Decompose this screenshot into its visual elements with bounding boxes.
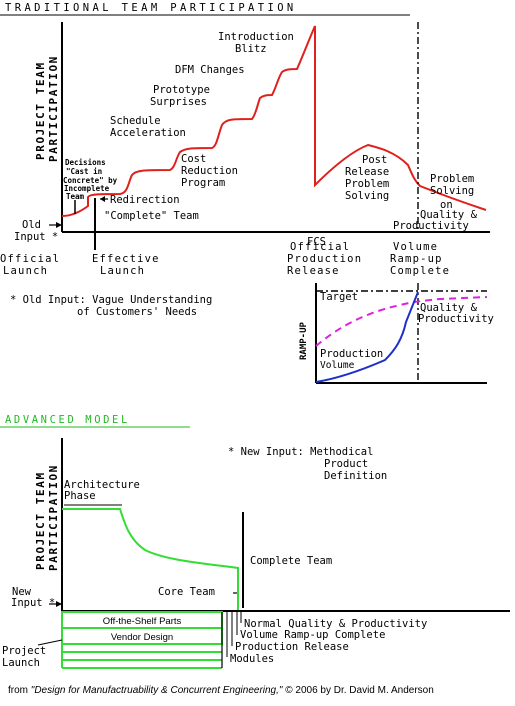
label-new-input-2: Input * [11, 597, 55, 609]
label-redirection: Redirection [110, 194, 180, 206]
label-decisions-2: "Cast in [66, 167, 102, 176]
label-release: Release [345, 166, 389, 178]
label-official-launch-1: Official [0, 253, 60, 265]
label-vrc-3: Complete [390, 265, 450, 277]
label-decisions-3: Concrete" by [63, 176, 118, 185]
label-old-input-2: Input * [14, 231, 58, 243]
label-opr-2: Production [287, 253, 362, 265]
label-reduction: Reduction [181, 165, 238, 177]
traditional-y-axis-label-1: PROJECT TEAM [34, 61, 47, 160]
label-intro-blitz-2: Blitz [235, 43, 267, 55]
inset-production-volume-curve [315, 291, 419, 383]
label-decisions-5: Team [66, 192, 85, 201]
label-surprises: Surprises [150, 96, 207, 108]
label-opr-1: Official [290, 241, 350, 253]
label-opr-3: Release [287, 265, 340, 277]
label-post: Post [362, 154, 387, 166]
label-ps-solving: Solving [430, 185, 474, 197]
label-normal-quality: Normal Quality & Productivity [244, 618, 427, 630]
label-launch: Launch [2, 657, 40, 669]
label-effective-launch-1: Effective [92, 253, 160, 265]
redirection-arrowhead [100, 196, 105, 202]
new-input-note-2: Product [324, 458, 368, 470]
label-ps-productivity: Productivity [393, 220, 469, 232]
inset-quality-productivity-curve [315, 296, 488, 347]
label-advanced-complete-team: Complete Team [250, 555, 332, 567]
label-acceleration: Acceleration [110, 127, 186, 139]
label-architecture: Architecture [64, 479, 140, 491]
advanced-y-axis-label-2: PARTICIPATION [47, 464, 60, 571]
traditional-y-axis-label-2: PARTICIPATION [47, 55, 60, 162]
traditional-participation-curve [61, 25, 487, 217]
off-the-shelf-parts-label: Off-the-Shelf Parts [103, 616, 182, 627]
advanced-participation-curve [62, 508, 239, 610]
credit-line: from "Design for Manufactruability & Con… [8, 685, 434, 696]
label-effective-launch-2: Launch [100, 265, 145, 277]
label-solving: Solving [345, 190, 389, 202]
inset-qp-2: Productivity [418, 313, 494, 325]
inset-pv-2: Volume [320, 360, 355, 371]
label-complete-team: "Complete" Team [104, 210, 199, 222]
label-cost: Cost [181, 153, 206, 165]
label-phase: Phase [64, 490, 96, 502]
label-ps-quality: Quality & [420, 209, 478, 221]
label-official-launch-2: Launch [3, 265, 48, 277]
advanced-heading: ADVANCED MODEL [5, 414, 130, 426]
label-core-team: Core Team [158, 586, 215, 598]
label-new-input-1: New [12, 586, 32, 598]
label-decisions-1: Decisions [65, 158, 106, 167]
label-project: Project [2, 645, 46, 657]
label-ps-problem: Problem [430, 173, 474, 185]
new-input-arrowhead [56, 601, 62, 607]
credit-suffix: © 2006 by Dr. David M. Anderson [282, 685, 433, 696]
credit-prefix: from [8, 685, 31, 696]
label-schedule: Schedule [110, 115, 161, 127]
credit-title: "Design for Manufactruability & Concurre… [31, 685, 283, 696]
inset-target-label: Target [320, 291, 358, 303]
label-program: Program [181, 177, 225, 189]
traditional-heading: TRADITIONAL TEAM PARTICIPATION [5, 2, 297, 14]
old-input-arrowhead [56, 222, 62, 228]
label-volume-rampup: Volume Ramp-up Complete [240, 629, 385, 641]
advanced-y-axis-label-1: PROJECT TEAM [34, 471, 47, 570]
inset-y-label: RAMP-UP [299, 321, 309, 360]
label-decisions-4: Incomplete [64, 184, 110, 193]
footnote-old-input-1: * Old Input: Vague Understanding [10, 294, 212, 306]
label-prototype: Prototype [153, 84, 210, 96]
label-ps-on: on [440, 199, 453, 211]
project-launch-leader [37, 639, 63, 646]
inset-qp-1: Quality & [420, 302, 478, 314]
label-vrc-2: Ramp-up [390, 253, 443, 265]
footnote-old-input-2: of Customers' Needs [77, 306, 197, 318]
label-dfm-changes: DFM Changes [175, 64, 245, 76]
label-modules: Modules [230, 653, 274, 665]
label-vrc-1: Volume [393, 241, 438, 253]
vendor-design-label: Vendor Design [111, 632, 173, 643]
label-problem: Problem [345, 178, 389, 190]
label-intro-blitz-1: Introduction [218, 31, 294, 43]
label-production-release: Production Release [235, 641, 349, 653]
label-fcs: FCS [307, 236, 326, 248]
new-input-note-1: * New Input: Methodical [228, 446, 373, 458]
new-input-note-3: Definition [324, 470, 387, 482]
label-old-input-1: Old [22, 219, 41, 231]
inset-pv-1: Production [320, 348, 383, 360]
